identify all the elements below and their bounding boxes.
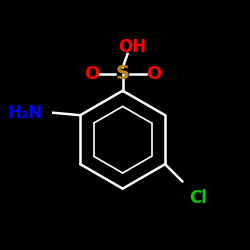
Text: O: O xyxy=(146,64,161,82)
Text: OH: OH xyxy=(118,38,146,56)
Text: O: O xyxy=(84,64,100,82)
Text: Cl: Cl xyxy=(190,189,208,207)
Text: S: S xyxy=(116,64,130,83)
Text: H₂N: H₂N xyxy=(7,104,42,122)
